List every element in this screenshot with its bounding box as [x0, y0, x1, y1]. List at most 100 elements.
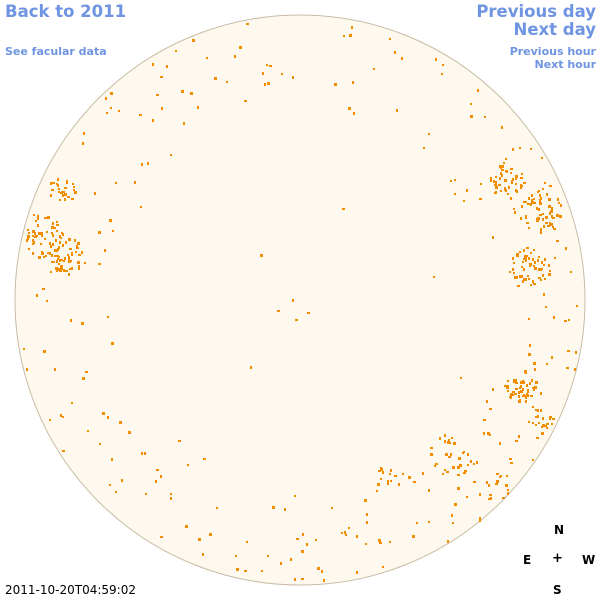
- facula-speck: [447, 540, 449, 543]
- facula-speck: [364, 499, 367, 502]
- facula-speck: [439, 437, 441, 440]
- facula-speck: [530, 252, 532, 254]
- facula-speck: [62, 450, 65, 452]
- facula-speck: [373, 68, 375, 70]
- facula-speck: [524, 370, 527, 373]
- next-day-link[interactable]: Next day: [513, 20, 596, 39]
- facula-speck: [527, 275, 529, 277]
- facula-speck: [556, 240, 559, 242]
- facula-speck: [523, 268, 525, 271]
- facula-speck: [353, 112, 355, 115]
- facula-speck: [379, 542, 382, 544]
- facula-speck: [515, 440, 518, 442]
- facula-speck: [453, 442, 456, 445]
- facula-speck: [574, 368, 576, 371]
- facula-speck: [246, 23, 249, 25]
- facula-speck: [442, 473, 444, 475]
- facula-speck: [56, 260, 58, 263]
- facula-speck: [37, 224, 39, 227]
- facula-speck: [526, 247, 529, 249]
- facula-speck: [109, 219, 112, 222]
- facula-speck: [519, 399, 521, 401]
- facula-speck: [47, 216, 50, 219]
- facula-speck: [43, 256, 45, 258]
- facula-speck: [500, 190, 502, 192]
- see-facular-data-link[interactable]: See facular data: [5, 45, 107, 58]
- facula-speck: [64, 257, 66, 260]
- facula-speck: [307, 312, 310, 314]
- next-hour-link[interactable]: Next hour: [534, 58, 597, 71]
- facula-speck: [549, 212, 551, 215]
- facula-speck: [44, 238, 46, 240]
- facula-speck: [73, 189, 75, 191]
- facula-speck: [62, 194, 64, 197]
- facula-speck: [507, 193, 509, 195]
- facula-speck: [382, 566, 384, 568]
- facula-speck: [499, 177, 501, 180]
- facula-speck: [26, 239, 28, 242]
- facula-speck: [539, 199, 541, 201]
- facula-speck: [141, 452, 143, 455]
- facula-speck: [457, 474, 460, 476]
- facula-speck: [507, 489, 509, 491]
- facula-speck: [510, 197, 512, 200]
- facula-speck: [466, 189, 468, 192]
- facula-speck: [532, 280, 534, 283]
- facula-speck: [77, 242, 80, 245]
- facula-speck: [538, 277, 541, 279]
- facula-speck: [549, 185, 552, 187]
- facula-speck: [510, 462, 513, 464]
- facula-speck: [42, 288, 45, 290]
- back-to-year-link[interactable]: Back to 2011: [5, 2, 127, 21]
- facula-speck: [509, 396, 511, 398]
- facula-speck: [267, 555, 269, 557]
- facula-speck: [501, 169, 504, 171]
- facula-speck: [504, 179, 507, 182]
- facula-speck: [537, 409, 539, 412]
- facula-speck: [317, 567, 320, 570]
- facula-speck: [501, 165, 504, 168]
- facula-speck: [107, 316, 109, 318]
- facula-speck: [33, 214, 35, 216]
- facula-speck: [534, 386, 537, 389]
- facula-speck: [115, 182, 117, 184]
- facula-speck: [467, 464, 469, 466]
- facula-speck: [56, 230, 58, 232]
- previous-hour-link[interactable]: Previous hour: [509, 45, 596, 58]
- facula-speck: [531, 201, 534, 204]
- facula-speck: [52, 182, 55, 184]
- facula-speck: [422, 472, 424, 475]
- facula-speck: [401, 57, 403, 60]
- facula-speck: [463, 200, 465, 202]
- facula-speck: [523, 278, 525, 281]
- facula-speck: [46, 300, 48, 302]
- facula-speck: [513, 380, 515, 383]
- facula-speck: [518, 392, 520, 394]
- facula-speck: [488, 498, 491, 500]
- facula-speck: [553, 316, 555, 319]
- facula-speck: [525, 400, 527, 403]
- facula-speck: [531, 379, 533, 382]
- facula-speck: [551, 356, 553, 359]
- facula-speck: [32, 235, 34, 237]
- facula-speck: [45, 255, 47, 257]
- facula-speck: [515, 177, 517, 180]
- facula-speck: [423, 147, 425, 149]
- solar-disk: [14, 14, 586, 586]
- facula-speck: [523, 381, 525, 384]
- facula-speck: [525, 215, 527, 217]
- facula-speck: [235, 555, 237, 557]
- facula-speck: [548, 205, 551, 208]
- facula-speck: [526, 222, 529, 224]
- facula-speck: [366, 521, 368, 524]
- facula-speck: [501, 126, 503, 129]
- facula-speck: [504, 188, 506, 191]
- facula-speck: [515, 382, 518, 384]
- facula-speck: [58, 246, 60, 249]
- previous-day-link[interactable]: Previous day: [476, 2, 596, 21]
- facula-speck: [183, 122, 185, 125]
- facula-speck: [568, 319, 570, 321]
- facula-speck: [72, 183, 74, 185]
- facula-speck: [343, 35, 345, 37]
- facula-speck: [519, 275, 521, 278]
